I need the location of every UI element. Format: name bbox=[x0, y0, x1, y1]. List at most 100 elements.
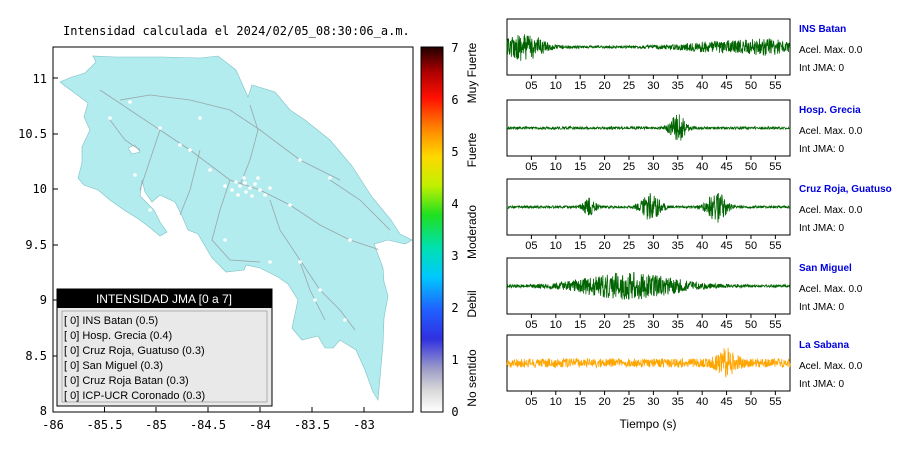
city-dot bbox=[248, 186, 252, 190]
x-tick-label: -85 bbox=[145, 418, 167, 432]
time-tick-label: 50 bbox=[745, 319, 757, 331]
time-tick-label: 35 bbox=[672, 161, 684, 173]
intensity-colorbar bbox=[420, 46, 444, 413]
x-tick-label: -84 bbox=[249, 418, 271, 432]
time-tick-label: 50 bbox=[745, 240, 757, 252]
time-tick-label: 20 bbox=[598, 240, 610, 252]
colorbar-label-debil: Debil bbox=[465, 290, 479, 317]
legend-header-bg bbox=[57, 289, 272, 308]
time-tick-label: 15 bbox=[574, 396, 586, 408]
city-dot bbox=[268, 260, 272, 264]
cities bbox=[108, 100, 382, 322]
city-dot bbox=[158, 126, 162, 130]
station-acel-max: Acel. Max. 0.0 bbox=[799, 45, 863, 56]
colorbar-tick: 2 bbox=[451, 301, 458, 315]
time-tick-label: 25 bbox=[623, 161, 635, 173]
road-line bbox=[269, 199, 356, 331]
time-tick-label: 10 bbox=[550, 80, 562, 92]
legend-item: [ 0] Hosp. Grecia (0.4) bbox=[64, 330, 172, 342]
legend-item: [ 0] Cruz Roja, Guatuso (0.3) bbox=[64, 345, 205, 357]
time-tick-label: 50 bbox=[745, 80, 757, 92]
road-line bbox=[179, 149, 201, 216]
map-x-axis: -86 -85.5 -85 -84.5 -84 -83.5 -83 bbox=[42, 418, 375, 432]
x-tick-label: -83.5 bbox=[294, 418, 330, 432]
city-dot bbox=[223, 238, 227, 242]
colorbar-labels: Muy Fuerte Fuerte Moderado Debil No sent… bbox=[465, 42, 479, 406]
station-acel-max: Acel. Max. 0.0 bbox=[799, 361, 863, 372]
station-name: INS Batan bbox=[799, 24, 846, 35]
time-tick-label: 35 bbox=[672, 396, 684, 408]
time-tick-label: 40 bbox=[696, 161, 708, 173]
map-frame bbox=[52, 46, 414, 413]
legend-item: [ 0] Cruz Roja Batan (0.3) bbox=[64, 375, 189, 387]
road-line bbox=[109, 119, 141, 151]
city-dot bbox=[328, 176, 332, 180]
costa-rica-landmass bbox=[59, 55, 413, 401]
time-tick-label: 55 bbox=[769, 396, 781, 408]
waveform-trace bbox=[506, 192, 791, 223]
colorbar-label-fuerte: Fuerte bbox=[465, 132, 479, 167]
time-tick-label: 30 bbox=[647, 396, 659, 408]
time-tick-label: 40 bbox=[696, 319, 708, 331]
time-tick-label: 05 bbox=[525, 319, 537, 331]
city-dot bbox=[243, 181, 247, 185]
station-acel-max: Acel. Max. 0.0 bbox=[799, 205, 863, 216]
colorbar-tick: 4 bbox=[451, 197, 458, 211]
time-tick-label: 35 bbox=[672, 240, 684, 252]
y-tick-label: 8.5 bbox=[25, 349, 47, 363]
map-y-axis: 11 10.5 10 9.5 9 8.5 8 bbox=[18, 72, 47, 418]
road-line bbox=[211, 179, 261, 263]
time-tick-label: 35 bbox=[672, 80, 684, 92]
time-tick-label: 40 bbox=[696, 396, 708, 408]
city-dot bbox=[253, 182, 257, 186]
legend-header: INTENSIDAD JMA [0 a 7] bbox=[96, 292, 232, 306]
colorbar-label-muy-fuerte: Muy Fuerte bbox=[465, 42, 479, 103]
legend-inner bbox=[61, 310, 268, 403]
station-name: San Miguel bbox=[799, 263, 852, 274]
city-dot bbox=[148, 208, 152, 212]
station-name: La Sabana bbox=[799, 340, 849, 351]
time-tick-label: 25 bbox=[623, 240, 635, 252]
time-tick-label: 10 bbox=[550, 319, 562, 331]
y-tick-label: 9 bbox=[40, 293, 47, 307]
legend-item: [ 0] San Miguel (0.3) bbox=[64, 360, 163, 372]
time-tick-label: 05 bbox=[525, 240, 537, 252]
station-name: Cruz Roja, Guatuso bbox=[799, 184, 892, 195]
time-tick-label: 20 bbox=[598, 319, 610, 331]
time-tick-label: 15 bbox=[574, 161, 586, 173]
time-tick-label: 05 bbox=[525, 161, 537, 173]
lake-arenal bbox=[127, 144, 141, 155]
city-dot bbox=[208, 168, 212, 172]
x-tick-label: -83 bbox=[353, 418, 375, 432]
waveform-trace bbox=[506, 114, 791, 141]
city-dot bbox=[238, 184, 242, 188]
time-tick-label: 55 bbox=[769, 161, 781, 173]
time-tick-label: 30 bbox=[647, 161, 659, 173]
y-tick-label: 8 bbox=[40, 404, 47, 418]
x-tick-label: -86 bbox=[42, 418, 64, 432]
legend-item: [ 0] ICP-UCR Coronado (0.3) bbox=[64, 390, 205, 402]
city-dot bbox=[178, 143, 182, 147]
station-panel: 05 10 15 20 25 30 35 40 45 50 55 INS Batan Acel. Max… bbox=[506, 18, 863, 92]
time-tick-label: 45 bbox=[720, 240, 732, 252]
time-tick-label: 20 bbox=[598, 161, 610, 173]
time-tick-label: 25 bbox=[623, 80, 635, 92]
station-name: Hosp. Grecia bbox=[799, 105, 861, 116]
road-line bbox=[239, 104, 259, 186]
city-dot bbox=[263, 193, 267, 197]
city-dot bbox=[258, 188, 262, 192]
land-shape bbox=[59, 55, 413, 401]
map-title: Intensidad calculada el 2024/02/05_08:30… bbox=[63, 24, 410, 38]
waveform-trace bbox=[506, 347, 791, 378]
time-tick-label: 40 bbox=[696, 80, 708, 92]
city-dot bbox=[268, 186, 272, 190]
time-tick-label: 55 bbox=[769, 319, 781, 331]
y-tick-label: 10.5 bbox=[18, 127, 47, 141]
city-dot bbox=[343, 318, 347, 322]
legend-item: [ 0] INS Batan (0.5) bbox=[64, 315, 158, 327]
colorbar-label-no-sentido: No sentido bbox=[465, 349, 479, 407]
time-tick-label: 45 bbox=[720, 396, 732, 408]
city-dot bbox=[198, 116, 202, 120]
city-dot bbox=[188, 148, 192, 152]
time-tick-label: 10 bbox=[550, 161, 562, 173]
